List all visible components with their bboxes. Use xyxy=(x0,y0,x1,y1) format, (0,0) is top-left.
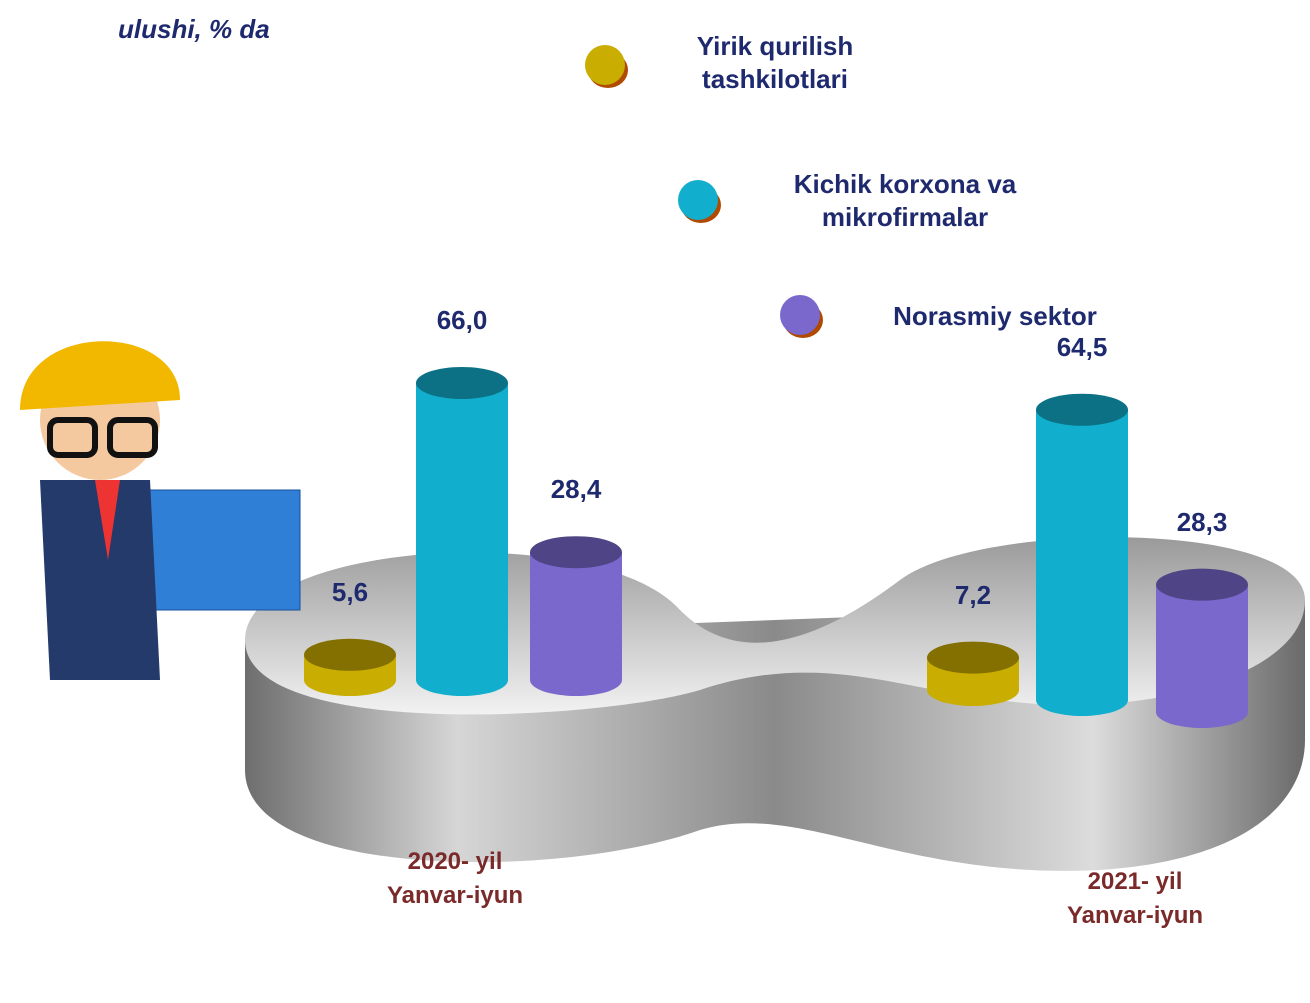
data-label: 28,3 xyxy=(1142,507,1262,538)
x-tick-label: 2021- yil Yanvar-iyun xyxy=(1015,865,1255,933)
data-label: 66,0 xyxy=(402,305,522,336)
legend-label: Yirik qurilish tashkilotlari xyxy=(665,30,885,96)
legend-swatch xyxy=(678,180,718,220)
legend-swatch xyxy=(585,45,625,85)
legend-label: Norasmiy sektor xyxy=(860,300,1130,333)
legend-swatch xyxy=(780,295,820,335)
chart xyxy=(0,0,1310,1003)
bar-top xyxy=(304,639,396,671)
bar xyxy=(927,642,1019,706)
bar xyxy=(416,367,508,696)
bar-top xyxy=(416,367,508,399)
data-label: 28,4 xyxy=(516,474,636,505)
data-label: 7,2 xyxy=(913,580,1033,611)
bar xyxy=(530,536,622,696)
bar xyxy=(1156,569,1248,728)
bar-body xyxy=(1036,410,1128,716)
bar-top xyxy=(927,642,1019,674)
bar-top xyxy=(530,536,622,568)
bar xyxy=(304,639,396,696)
bar-body xyxy=(416,383,508,696)
data-label: 64,5 xyxy=(1022,332,1142,363)
legend-label: Kichik korxona va mikrofirmalar xyxy=(760,168,1050,234)
bar-top xyxy=(1156,569,1248,601)
chart-title: ulushi, % da xyxy=(118,14,270,45)
bar-top xyxy=(1036,394,1128,426)
data-label: 5,6 xyxy=(290,577,410,608)
bar-body xyxy=(1156,585,1248,728)
page: ulushi, % da Yirik qurilish tashkilotlar… xyxy=(0,0,1310,1003)
bar xyxy=(1036,394,1128,716)
bar-body xyxy=(530,552,622,696)
x-tick-label: 2020- yil Yanvar-iyun xyxy=(335,845,575,913)
